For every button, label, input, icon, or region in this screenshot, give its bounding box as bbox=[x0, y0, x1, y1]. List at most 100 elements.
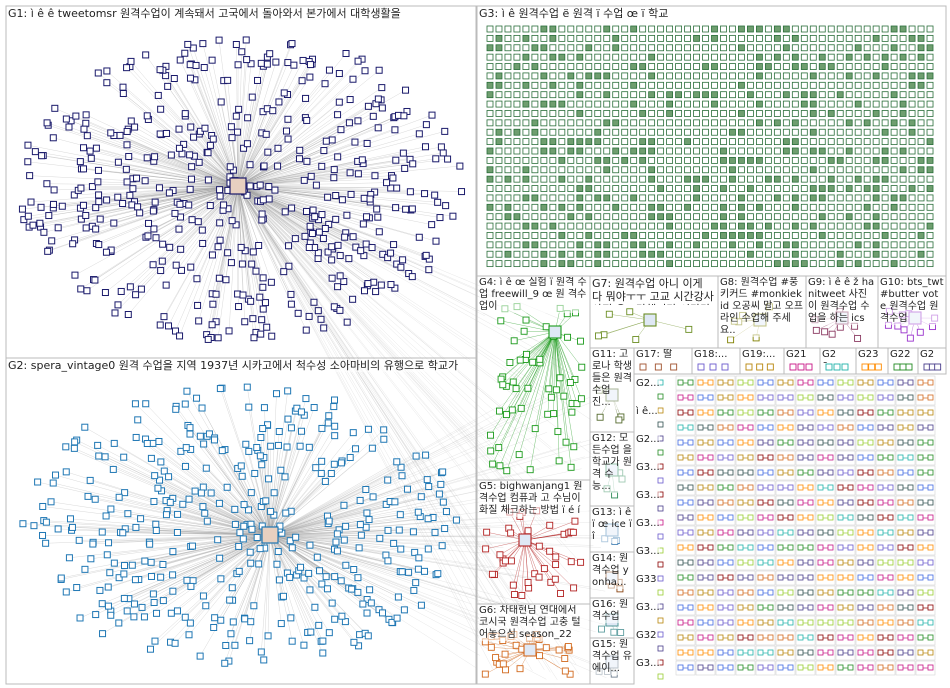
node bbox=[773, 138, 781, 146]
node bbox=[857, 634, 864, 641]
node bbox=[837, 439, 844, 446]
node bbox=[504, 91, 512, 99]
node bbox=[684, 156, 691, 164]
node bbox=[425, 483, 433, 491]
node bbox=[335, 98, 343, 106]
node bbox=[693, 260, 700, 268]
node bbox=[621, 100, 629, 108]
node bbox=[657, 435, 664, 442]
node bbox=[486, 250, 494, 258]
node bbox=[612, 72, 620, 80]
node bbox=[737, 514, 744, 521]
node bbox=[897, 499, 904, 506]
node bbox=[287, 290, 295, 298]
node bbox=[756, 63, 763, 70]
node bbox=[684, 147, 691, 155]
node bbox=[603, 53, 611, 61]
node bbox=[197, 489, 205, 497]
node bbox=[890, 44, 898, 52]
node bbox=[270, 489, 278, 497]
node bbox=[926, 81, 934, 89]
node bbox=[757, 604, 764, 611]
node bbox=[585, 203, 593, 211]
node bbox=[807, 574, 814, 581]
node bbox=[729, 63, 736, 70]
node bbox=[243, 383, 251, 391]
node bbox=[738, 44, 745, 52]
node bbox=[720, 34, 727, 42]
node bbox=[777, 499, 784, 506]
node bbox=[787, 589, 794, 596]
node bbox=[684, 250, 691, 258]
node bbox=[504, 185, 512, 192]
node bbox=[138, 603, 146, 611]
node bbox=[621, 166, 629, 174]
node bbox=[711, 156, 718, 164]
node bbox=[899, 213, 907, 221]
node bbox=[899, 232, 907, 239]
node bbox=[134, 416, 142, 424]
node bbox=[872, 100, 880, 108]
node bbox=[29, 221, 37, 229]
node bbox=[890, 128, 898, 136]
node bbox=[773, 44, 781, 52]
node bbox=[144, 232, 152, 240]
node bbox=[513, 25, 521, 33]
node bbox=[577, 395, 585, 403]
node bbox=[50, 186, 58, 194]
node bbox=[791, 175, 799, 183]
node bbox=[845, 194, 853, 202]
node bbox=[707, 544, 714, 551]
node bbox=[259, 283, 267, 291]
node bbox=[585, 241, 593, 249]
node bbox=[331, 615, 339, 623]
node bbox=[522, 147, 530, 155]
node bbox=[123, 607, 131, 615]
node bbox=[807, 484, 814, 491]
node bbox=[337, 459, 345, 467]
node bbox=[777, 379, 784, 386]
node bbox=[390, 539, 398, 547]
node bbox=[154, 91, 162, 99]
node bbox=[576, 250, 584, 258]
node bbox=[697, 589, 704, 596]
node bbox=[558, 232, 566, 239]
node bbox=[594, 91, 602, 99]
node bbox=[854, 25, 862, 33]
node bbox=[394, 593, 402, 601]
node bbox=[766, 303, 773, 311]
node bbox=[193, 394, 201, 402]
node bbox=[250, 334, 258, 342]
node bbox=[791, 128, 799, 136]
node bbox=[837, 499, 844, 506]
node bbox=[540, 100, 548, 108]
node bbox=[720, 185, 727, 192]
node bbox=[507, 557, 515, 565]
node bbox=[392, 204, 400, 212]
node bbox=[675, 81, 682, 89]
node bbox=[797, 574, 804, 581]
node bbox=[877, 589, 884, 596]
node bbox=[711, 25, 718, 33]
node bbox=[926, 222, 934, 230]
node bbox=[697, 514, 704, 521]
node bbox=[809, 110, 817, 117]
node bbox=[764, 81, 772, 89]
node bbox=[594, 250, 602, 258]
node bbox=[666, 81, 673, 89]
node bbox=[384, 476, 392, 484]
node bbox=[151, 472, 159, 480]
node bbox=[208, 251, 216, 259]
node bbox=[777, 634, 784, 641]
node bbox=[576, 213, 584, 221]
node bbox=[797, 619, 804, 626]
node bbox=[439, 149, 447, 157]
node bbox=[677, 619, 684, 626]
node bbox=[330, 403, 338, 411]
node bbox=[94, 441, 102, 449]
node bbox=[854, 91, 862, 99]
node bbox=[630, 241, 638, 249]
node bbox=[697, 363, 705, 371]
node bbox=[415, 554, 423, 562]
node bbox=[364, 102, 372, 110]
